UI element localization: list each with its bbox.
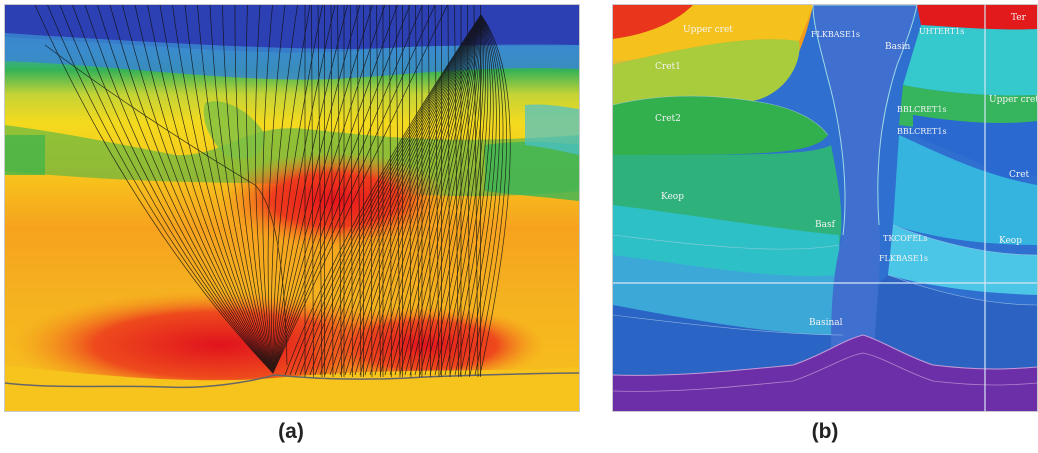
panel-b-caption: (b) xyxy=(811,420,839,443)
layer-label: Basf xyxy=(815,220,836,230)
layer-label: Cret2 xyxy=(655,114,681,124)
layer-label: Ter xyxy=(1011,13,1027,23)
layer-label: FLKBASE1s xyxy=(879,254,928,263)
layer-label: TKCOFELs xyxy=(883,234,928,243)
layer-label: Keop xyxy=(999,236,1022,246)
figure-panel-a xyxy=(4,4,580,412)
ray-trace-image xyxy=(5,5,579,411)
layer-label: Basin xyxy=(885,42,910,52)
layer-label: BBLCRET1s xyxy=(897,105,947,114)
ray-paths xyxy=(34,5,511,378)
figure-panel-b: Upper cret Cret1 Cret2 Keop FLKBASE1s Ba… xyxy=(612,4,1038,412)
layer-label: Upper cret xyxy=(989,95,1037,105)
layer-label: BBLCRET1s xyxy=(897,127,947,136)
layer-label: UHTERT1s xyxy=(919,27,964,36)
layer-label: Cret1 xyxy=(655,62,681,72)
layer-label: Upper cret xyxy=(683,25,733,35)
layer-label: FLKBASE1s xyxy=(811,30,860,39)
layer-label: Cret xyxy=(1009,170,1030,180)
layer-label: Basinal xyxy=(809,318,843,328)
geologic-model-image: Upper cret Cret1 Cret2 Keop FLKBASE1s Ba… xyxy=(613,5,1037,411)
panel-a-caption: (a) xyxy=(278,420,304,443)
layer-label: Keop xyxy=(661,192,684,202)
